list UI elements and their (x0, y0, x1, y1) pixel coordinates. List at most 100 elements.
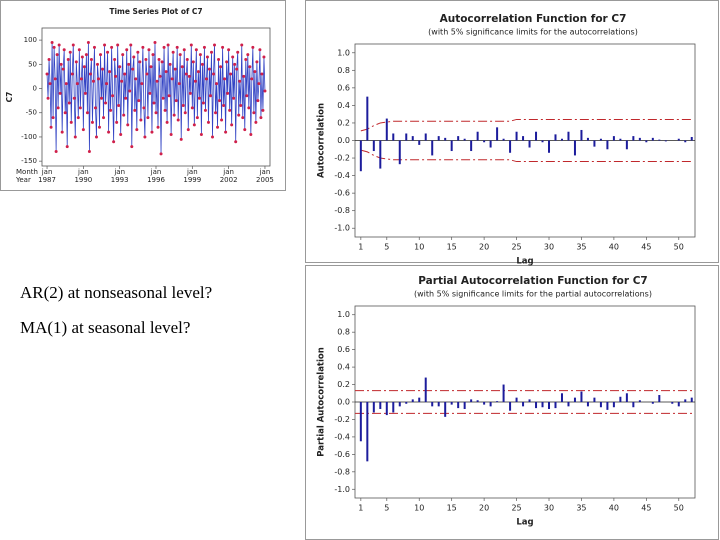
data-point (223, 77, 227, 81)
y-axis-label: Autocorrelation (317, 103, 327, 178)
bar (690, 397, 693, 402)
data-point (203, 108, 207, 112)
y-tick-label: -50 (26, 109, 37, 117)
data-point (227, 48, 231, 52)
data-point (201, 101, 205, 105)
data-point (127, 62, 131, 66)
data-point (241, 116, 245, 120)
data-point (235, 67, 239, 71)
y-tick-label: -0.6 (334, 189, 350, 198)
bar (398, 402, 401, 407)
data-point (130, 145, 134, 149)
data-point (119, 133, 123, 137)
data-point (224, 130, 228, 134)
x-tick-label: 40 (609, 504, 619, 513)
y-tick-label: 0.8 (337, 66, 350, 75)
y-tick-label: 100 (24, 36, 37, 44)
data-point (193, 79, 197, 83)
bar (392, 402, 395, 413)
x-tick-label: 30 (544, 243, 554, 252)
data-point (76, 116, 80, 120)
data-point (104, 101, 108, 105)
bar (385, 402, 388, 416)
data-point (222, 103, 226, 107)
y-tick-label: 0.4 (337, 101, 350, 110)
data-point (68, 50, 72, 54)
bar (476, 400, 479, 402)
data-point (187, 74, 191, 78)
bar (502, 138, 505, 141)
data-point (243, 128, 247, 132)
y-tick-label: -1.0 (334, 485, 350, 494)
data-point (167, 94, 171, 98)
bar (651, 137, 654, 141)
data-point (244, 57, 248, 61)
bar (658, 139, 661, 141)
data-point (51, 116, 55, 120)
data-point (217, 57, 221, 61)
x-tick-year: 2002 (220, 176, 238, 184)
data-point (89, 57, 93, 61)
bar (535, 131, 538, 141)
data-point (191, 60, 195, 64)
data-point (262, 55, 266, 59)
bar (684, 140, 687, 143)
bar (522, 136, 525, 141)
data-point (182, 48, 186, 52)
data-point (45, 72, 49, 76)
x-tick-year: 1996 (147, 176, 165, 184)
data-point (190, 106, 194, 110)
x-row-label: Month (16, 168, 38, 176)
y-tick-label: 0 (33, 85, 37, 93)
data-point (92, 45, 96, 49)
bar (431, 402, 434, 407)
data-point (144, 57, 148, 61)
bar (632, 402, 635, 408)
data-point (87, 149, 91, 153)
data-point (80, 55, 84, 59)
data-point (83, 91, 87, 95)
data-point (145, 72, 149, 76)
bar (535, 402, 538, 409)
bar (496, 401, 499, 402)
data-point (202, 45, 206, 49)
data-point (136, 50, 140, 54)
data-point (250, 77, 254, 81)
data-point (70, 72, 74, 76)
data-point (134, 77, 138, 81)
data-point (221, 45, 225, 49)
data-point (251, 45, 255, 49)
bar (515, 131, 518, 141)
data-point (53, 77, 57, 81)
data-point (163, 108, 167, 112)
y-tick-label: 1.0 (337, 310, 350, 319)
bar (450, 402, 453, 405)
data-point (78, 106, 82, 110)
data-point (180, 65, 184, 69)
data-point (117, 103, 121, 107)
y-tick-label: -0.4 (334, 432, 350, 441)
data-point (185, 57, 189, 61)
data-point (143, 135, 147, 139)
y-tick-label: 0.6 (337, 83, 350, 92)
data-point (139, 118, 143, 122)
data-point (248, 65, 252, 69)
data-point (118, 65, 122, 69)
data-point (257, 82, 261, 86)
bar (379, 402, 382, 409)
x-tick-label: 20 (479, 504, 489, 513)
data-point (141, 45, 145, 49)
data-point (146, 116, 150, 120)
bar (541, 140, 544, 143)
data-point (120, 79, 124, 83)
y-tick-label: 0.0 (337, 398, 350, 407)
data-point (255, 60, 259, 64)
bar (599, 138, 602, 141)
data-point (213, 43, 217, 47)
data-point (242, 74, 246, 78)
data-point (234, 140, 238, 144)
bar (444, 402, 447, 417)
bar (509, 140, 512, 153)
y-tick-label: -0.8 (334, 467, 350, 476)
